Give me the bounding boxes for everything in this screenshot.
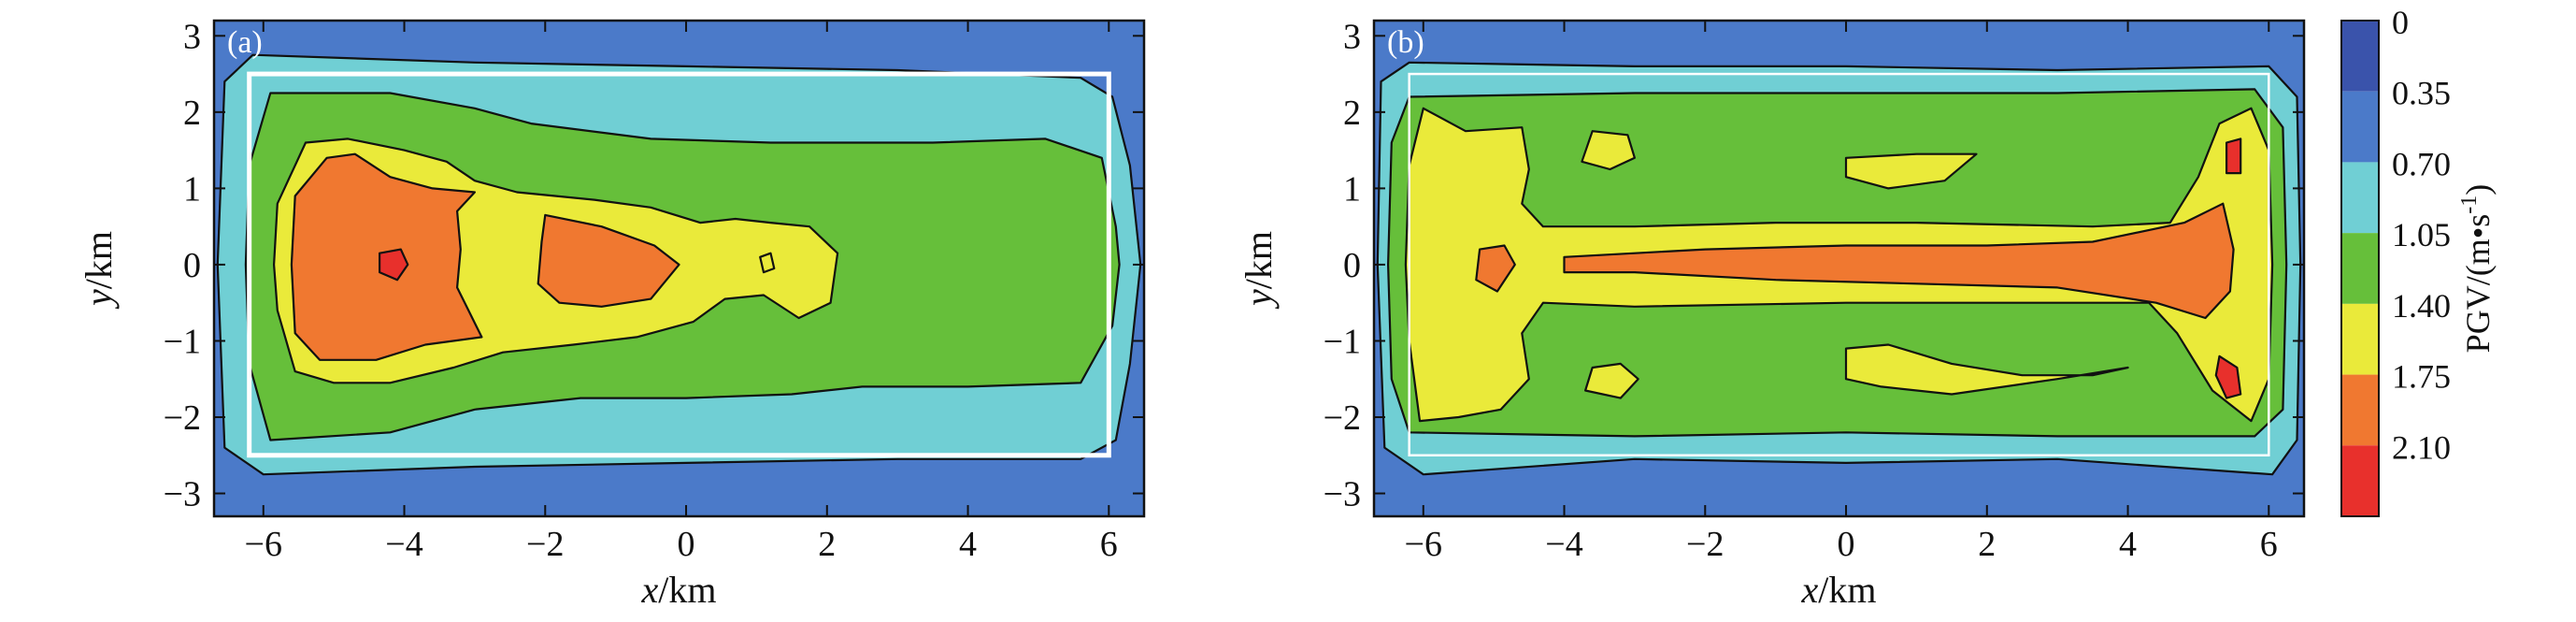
y-tick-label: 1 — [1343, 169, 1361, 209]
x-tick-label: 0 — [678, 525, 695, 564]
colorbar-tick-label: 1.05 — [2392, 216, 2451, 253]
y-tick-label: −3 — [1324, 475, 1361, 514]
x-tick-label: 2 — [1978, 525, 1996, 564]
contour-region-8 — [1844, 343, 2129, 396]
colorbar: 0 0.35 0.70 1.05 1.40 1.75 2.10 PGV/(m•s-1) — [2340, 4, 2497, 517]
y-tick-label: 3 — [183, 17, 201, 56]
colorbar-segment — [2341, 162, 2379, 234]
y-tick-label: −3 — [164, 475, 201, 514]
x-tick-label: 0 — [1838, 525, 1855, 564]
colorbar-segment — [2341, 303, 2379, 375]
panel-b: −6 −4 −2 0 2 4 6 3 2 1 0 −1 −2 −3 x/km y/km (b) — [1238, 17, 2306, 611]
contour-region-3 — [1475, 244, 1516, 293]
colorbar-segment — [2341, 374, 2379, 446]
panel-label: (a) — [227, 25, 263, 60]
x-tick-label: −2 — [1686, 525, 1724, 564]
colorbar-segment — [2341, 91, 2379, 163]
x-tick-label: 6 — [2260, 525, 2278, 564]
contour-region-5 — [379, 248, 409, 282]
colorbar-tick-label: 0.35 — [2392, 75, 2451, 112]
contour-regions — [1376, 61, 2302, 476]
colorbar-title: PGV/(m•s-1) — [2457, 184, 2497, 354]
y-tick-label: 1 — [183, 169, 201, 209]
panel-label: (b) — [1387, 25, 1424, 60]
contour-region-6 — [1583, 362, 1639, 399]
x-tick-label: 2 — [818, 525, 836, 564]
y-tick-label: 2 — [1343, 94, 1361, 133]
y-tick-label: 3 — [1343, 17, 1361, 56]
y-tick-label: 0 — [1343, 246, 1361, 285]
panel-a: −6 −4 −2 0 2 4 6 3 2 1 0 −1 −2 −3 x/km y/km (a) — [78, 17, 1146, 611]
rupture-outline — [1408, 72, 2270, 457]
contour-region-4 — [537, 213, 680, 308]
colorbar-tick-label: 0.70 — [2392, 145, 2451, 182]
x-tick-label: 4 — [2119, 525, 2137, 564]
x-tick-label: 4 — [959, 525, 977, 564]
contour-region-9 — [2225, 137, 2242, 175]
colorbar-frame — [2340, 20, 2380, 517]
colorbar-tick-label: 1.40 — [2392, 287, 2451, 325]
y-tick-label: 2 — [183, 94, 201, 133]
x-tick-label: 6 — [1100, 525, 1118, 564]
contour-region-5 — [1581, 130, 1637, 171]
x-tick-label: −6 — [1405, 525, 1442, 564]
x-axis-label: x/km — [1801, 569, 1877, 611]
x-axis-label: x/km — [641, 569, 717, 611]
y-tick-label: −1 — [1324, 322, 1361, 361]
colorbar-tick-label: 0 — [2392, 4, 2409, 41]
colorbar-tick-label: 1.75 — [2392, 358, 2451, 396]
y-tick-label: −1 — [164, 322, 201, 361]
colorbar-tick-label: 2.10 — [2392, 428, 2451, 466]
contour-region-7 — [1844, 152, 1978, 190]
contour-regions — [216, 53, 1142, 476]
colorbar-segment — [2341, 233, 2379, 304]
plot-frame — [1372, 19, 2306, 518]
x-tick-label: −2 — [526, 525, 564, 564]
colorbar-segment — [2341, 445, 2379, 516]
y-tick-label: −2 — [164, 398, 201, 438]
y-axis-label: y/km — [78, 231, 120, 310]
y-tick-label: 0 — [183, 246, 201, 285]
plot-frame — [212, 19, 1146, 518]
x-tick-label: −6 — [245, 525, 282, 564]
colorbar-segment — [2341, 21, 2379, 92]
rupture-outline — [247, 71, 1111, 458]
x-tick-label: −4 — [1545, 525, 1582, 564]
y-tick-label: −2 — [1324, 398, 1361, 438]
contour-region-10 — [2214, 354, 2242, 399]
contour-region-6 — [759, 252, 776, 274]
contour-region-4 — [1563, 202, 2235, 320]
x-tick-label: −4 — [385, 525, 422, 564]
y-axis-label: y/km — [1238, 231, 1280, 310]
